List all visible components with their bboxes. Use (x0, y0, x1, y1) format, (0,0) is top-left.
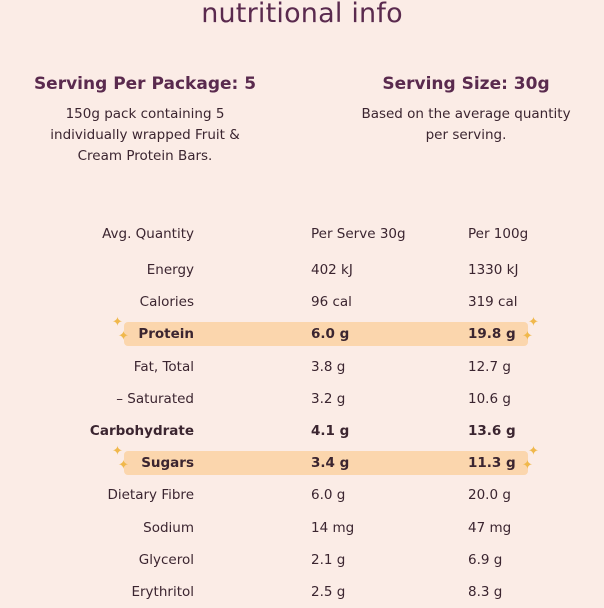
sparkle-icon: ✦ (528, 315, 539, 331)
header-per-serve: Per Serve 30g (311, 226, 406, 242)
nutrient-label: Energy (146, 262, 194, 278)
per-100g-value: 8.3 g (468, 584, 503, 600)
table-row: Fat, Total 3.8 g 12.7 g (0, 355, 604, 379)
table-row: Calories 96 cal 319 cal (0, 290, 604, 314)
nutrient-label: Carbohydrate (89, 423, 194, 439)
sparkle-icon: ✦ (118, 329, 129, 345)
header-per-100g: Per 100g (468, 226, 529, 242)
per-100g-value: 19.8 g (468, 326, 516, 343)
per-100g-value: 47 mg (468, 519, 512, 536)
nutrient-label: Glycerol (138, 551, 194, 568)
per-serve-value: 402 kJ (311, 262, 353, 278)
table-row: Glycerol 2.1 g 6.9 g (0, 548, 604, 572)
serving-size: Serving Size: 30g Based on the average q… (340, 74, 592, 146)
description-line: individually wrapped Fruit & (50, 127, 240, 143)
header-avg-quantity: Avg. Quantity (102, 226, 194, 242)
per-serve-value: 2.5 g (311, 584, 346, 600)
table-row: Sodium 14 mg 47 mg (0, 516, 604, 540)
nutrient-label: Erythritol (131, 584, 194, 600)
sparkle-icon: ✦ (522, 458, 533, 474)
per-100g-value: 13.6 g (468, 423, 516, 439)
sparkle-icon: ✦ (118, 458, 129, 474)
row-highlight (124, 451, 528, 476)
per-100g-value: 1330 kJ (468, 262, 519, 278)
table-row: Energy 402 kJ 1330 kJ (0, 258, 604, 282)
per-serve-value: 14 mg (311, 519, 355, 536)
per-100g-value: 319 cal (468, 294, 518, 311)
sparkle-icon: ✦ (528, 444, 539, 460)
per-serve-value: 3.2 g (311, 390, 346, 407)
per-serve-value: 96 cal (311, 294, 352, 311)
nutrient-label: Protein (138, 326, 194, 343)
sparkle-icon: ✦ (522, 329, 533, 345)
nutrient-label: – Saturated (116, 390, 194, 407)
row-highlight (124, 322, 528, 347)
table-header-row: Avg. Quantity Per Serve 30g Per 100g (0, 222, 604, 246)
per-serve-value: 6.0 g (311, 487, 346, 504)
per-serve-value: 3.4 g (311, 455, 350, 472)
nutrient-label: Fat, Total (133, 358, 194, 375)
nutrient-label: Sugars (141, 455, 194, 472)
serving-size-description: Based on the average quantity per servin… (340, 104, 592, 146)
sparkle-icon: ✦ (112, 315, 123, 331)
description-line: Based on the average quantity (361, 106, 571, 122)
serving-per-package-heading: Serving Per Package: 5 (33, 74, 257, 94)
per-serve-value: 3.8 g (311, 358, 346, 375)
serving-per-package: Serving Per Package: 5 150g pack contain… (20, 74, 270, 167)
description-line: per serving. (425, 127, 507, 143)
description-line: Cream Protein Bars. (77, 148, 213, 164)
per-100g-value: 11.3 g (468, 455, 516, 472)
per-serve-value: 6.0 g (311, 326, 350, 343)
per-serve-value: 4.1 g (311, 423, 350, 439)
page-title: nutritional info (201, 0, 403, 29)
table-row: – Saturated 3.2 g 10.6 g (0, 387, 604, 411)
nutrient-label: Calories (139, 294, 194, 311)
per-100g-value: 12.7 g (468, 358, 511, 375)
sparkle-icon: ✦ (112, 444, 123, 460)
table-row: Erythritol 2.5 g 8.3 g (0, 580, 604, 604)
table-row: ✦ ✦ ✦ ✦ Sugars 3.4 g 11.3 g (0, 445, 604, 476)
table-row: Carbohydrate 4.1 g 13.6 g (0, 419, 604, 443)
table-row: Dietary Fibre 6.0 g 20.0 g (0, 483, 604, 507)
serving-per-package-description: 150g pack containing 5 individually wrap… (20, 104, 270, 167)
table-row: ✦ ✦ ✦ ✦ Protein 6.0 g 19.8 g (0, 316, 604, 347)
serving-size-heading: Serving Size: 30g (382, 74, 550, 94)
nutrient-label: Sodium (143, 519, 194, 536)
per-100g-value: 10.6 g (468, 390, 511, 407)
per-serve-value: 2.1 g (311, 551, 346, 568)
per-100g-value: 6.9 g (468, 551, 503, 568)
description-line: 150g pack containing 5 (65, 106, 225, 122)
nutrient-label: Dietary Fibre (107, 487, 194, 504)
per-100g-value: 20.0 g (468, 487, 511, 504)
